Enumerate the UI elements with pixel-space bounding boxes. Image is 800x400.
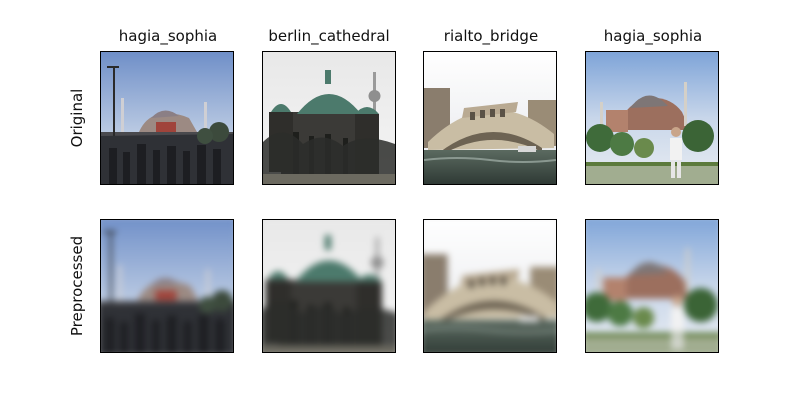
image-original-berlin-cathedral — [262, 51, 396, 185]
image-preprocessed-berlin-cathedral — [262, 219, 396, 353]
column-title-rialto-bridge: rialto_bridge — [416, 26, 566, 46]
image-preprocessed-rialto-bridge — [423, 219, 557, 353]
image-preprocessed-hagia-sophia-2 — [585, 219, 719, 353]
row-label-preprocessed: Preprocessed — [67, 216, 87, 356]
row-label-original: Original — [67, 48, 87, 188]
image-preprocessed-hagia-sophia-1 — [100, 219, 234, 353]
image-original-hagia-sophia-2 — [585, 51, 719, 185]
column-title-hagia-sophia-1: hagia_sophia — [93, 26, 243, 46]
image-original-hagia-sophia-1 — [100, 51, 234, 185]
column-title-hagia-sophia-2: hagia_sophia — [578, 26, 728, 46]
column-title-berlin-cathedral: berlin_cathedral — [254, 26, 404, 46]
image-original-rialto-bridge — [423, 51, 557, 185]
